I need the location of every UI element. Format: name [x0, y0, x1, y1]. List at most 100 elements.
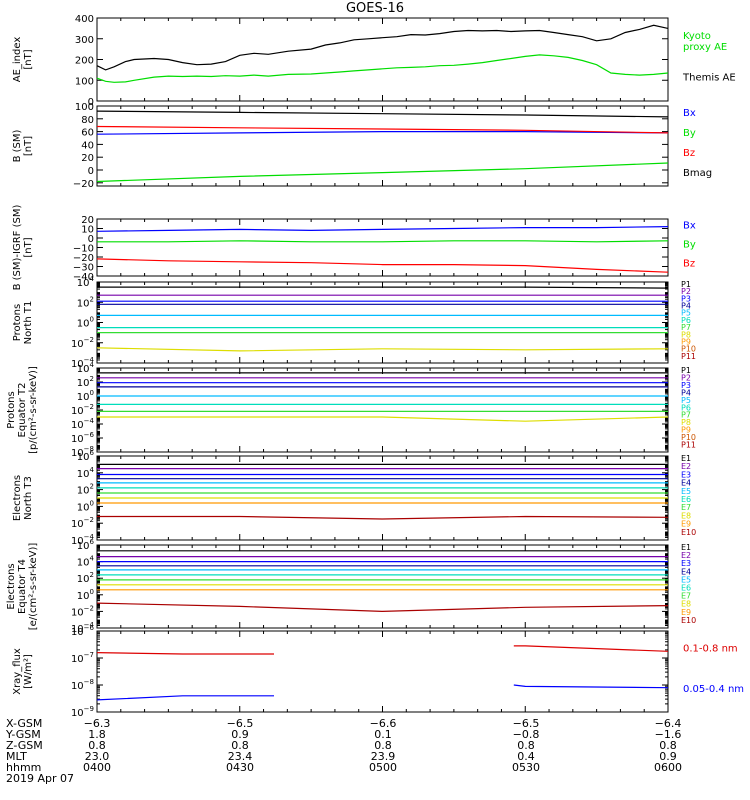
y-tick-label: 100	[75, 76, 94, 87]
legend-entry: P9	[681, 337, 691, 346]
y-tick-label: 100	[77, 389, 94, 403]
series-line	[96, 125, 669, 134]
y-tick-exponent: −2	[84, 403, 94, 411]
y-tick-exponent: −2	[84, 336, 94, 344]
legend-entry: E9	[681, 520, 691, 529]
legend-entry: 0.1-0.8 nm	[683, 643, 738, 654]
legend-entry: Bz	[683, 148, 695, 159]
row-value: −6.3	[83, 717, 111, 730]
row-value: 23.0	[84, 750, 110, 763]
row-value: 1.8	[88, 728, 106, 741]
legend-entry: P2	[681, 287, 691, 296]
y-tick-label: 100	[77, 499, 94, 513]
y-tick-label: 10−6	[71, 431, 95, 445]
legend-entry: E4	[681, 479, 691, 488]
legend-entry: E10	[681, 528, 696, 537]
y-tick-label: 104	[77, 555, 95, 569]
series-line	[97, 286, 669, 289]
y-tick-label: 104	[77, 275, 95, 289]
y-tick-label: 200	[75, 56, 94, 67]
legend-entry: P8	[681, 330, 691, 339]
row-value: 0.8	[231, 739, 249, 752]
legend-entry: P7	[681, 323, 691, 332]
legend-entry: E2	[681, 551, 691, 560]
y-tick-label: −10	[73, 244, 94, 255]
series-line	[97, 515, 669, 520]
legend-entry: E1	[681, 543, 691, 552]
legend-entry: Bx	[683, 108, 696, 119]
chart-title: GOES-16	[345, 1, 404, 16]
row-value: 0.9	[659, 750, 677, 763]
y-tick-exponent: −4	[84, 356, 95, 364]
y-tick-exponent: 0	[90, 588, 94, 596]
panel-frame	[96, 367, 669, 453]
y-tick-label: 20	[81, 215, 94, 226]
panel-frame	[96, 630, 669, 713]
legend-entry: E4	[681, 567, 691, 576]
row-label: X-GSM	[6, 717, 43, 730]
legend-entry: Themis AE	[682, 72, 736, 83]
y-tick-exponent: 2	[90, 375, 94, 383]
legend-entry: P4	[681, 388, 691, 397]
y-tick-label: 20	[81, 153, 94, 164]
legend-entry: P4	[681, 302, 691, 311]
legend-entry: P6	[681, 403, 691, 412]
row-value: 0600	[654, 761, 682, 774]
series-line	[96, 226, 669, 232]
y-tick-label: 100	[77, 316, 94, 330]
y-tick-exponent: −4	[84, 417, 95, 425]
legend-entry: E5	[681, 575, 691, 584]
y-axis-label: North T3	[23, 476, 34, 520]
series-line	[96, 110, 669, 118]
legend-entry: P10	[681, 345, 696, 354]
row-value: −6.6	[369, 717, 397, 730]
y-axis-label: B (SM)-IGRF (SM)	[12, 205, 23, 291]
legend-entry: P7	[681, 411, 691, 420]
row-value: 0.8	[88, 739, 106, 752]
row-label: hhmm	[6, 761, 42, 774]
row-value: 0.8	[659, 739, 677, 752]
legend-entry: E7	[681, 503, 691, 512]
y-tick-label: 0	[88, 166, 94, 177]
row-label: MLT	[6, 750, 27, 763]
y-axis-label: Xray_flux	[12, 648, 23, 695]
y-tick-label: 10−8	[71, 678, 94, 692]
legend-entry: E5	[681, 487, 691, 496]
legend-entry: Bmag	[683, 168, 712, 179]
y-axis-label: Equator T4	[17, 559, 28, 614]
legend-entry: E6	[681, 584, 691, 593]
legend-entry: P9	[681, 426, 691, 435]
y-axis-label: Electrons	[12, 475, 23, 521]
y-axis-label: Equator T2	[17, 383, 28, 438]
y-axis-label: Electrons	[6, 563, 17, 609]
y-tick-exponent: −9	[84, 705, 94, 713]
y-tick-label: 106	[77, 449, 95, 463]
y-tick-label: 102	[77, 483, 94, 497]
y-tick-exponent: 0	[90, 389, 94, 397]
legend-entry: P1	[681, 366, 691, 375]
series-line	[96, 162, 669, 183]
y-tick-label: 10−2	[71, 604, 94, 618]
legend-entry: 0.05-0.4 nm	[683, 684, 744, 695]
row-value: 0530	[512, 761, 540, 774]
y-tick-label: 102	[77, 295, 94, 309]
y-tick-label: 400	[75, 14, 94, 25]
bottom-axis-table: X-GSM −6.3 −6.5 −6.6 −6.5 −6.4 Y-GSM 1.8…	[0, 716, 750, 800]
row-value: 0.9	[231, 728, 249, 741]
y-tick-exponent: −8	[84, 445, 94, 453]
y-axis-label: [W/m²]	[23, 654, 34, 689]
legend-entry: E3	[681, 559, 691, 568]
y-tick-exponent: −7	[84, 651, 94, 659]
legend-entry: By	[683, 128, 696, 139]
row-value: −0.8	[512, 728, 540, 741]
y-tick-label: 80	[81, 115, 94, 126]
y-tick-label: −40	[73, 272, 94, 283]
y-tick-label: 10−7	[71, 651, 94, 665]
panel-frame	[96, 544, 669, 629]
y-tick-label: 10−2	[71, 403, 94, 417]
row-value: 0.1	[374, 728, 392, 741]
series-line	[96, 24, 669, 71]
y-axis-label: North T1	[23, 301, 34, 345]
y-tick-exponent: 4	[90, 275, 95, 283]
row-value: 0.8	[517, 739, 535, 752]
